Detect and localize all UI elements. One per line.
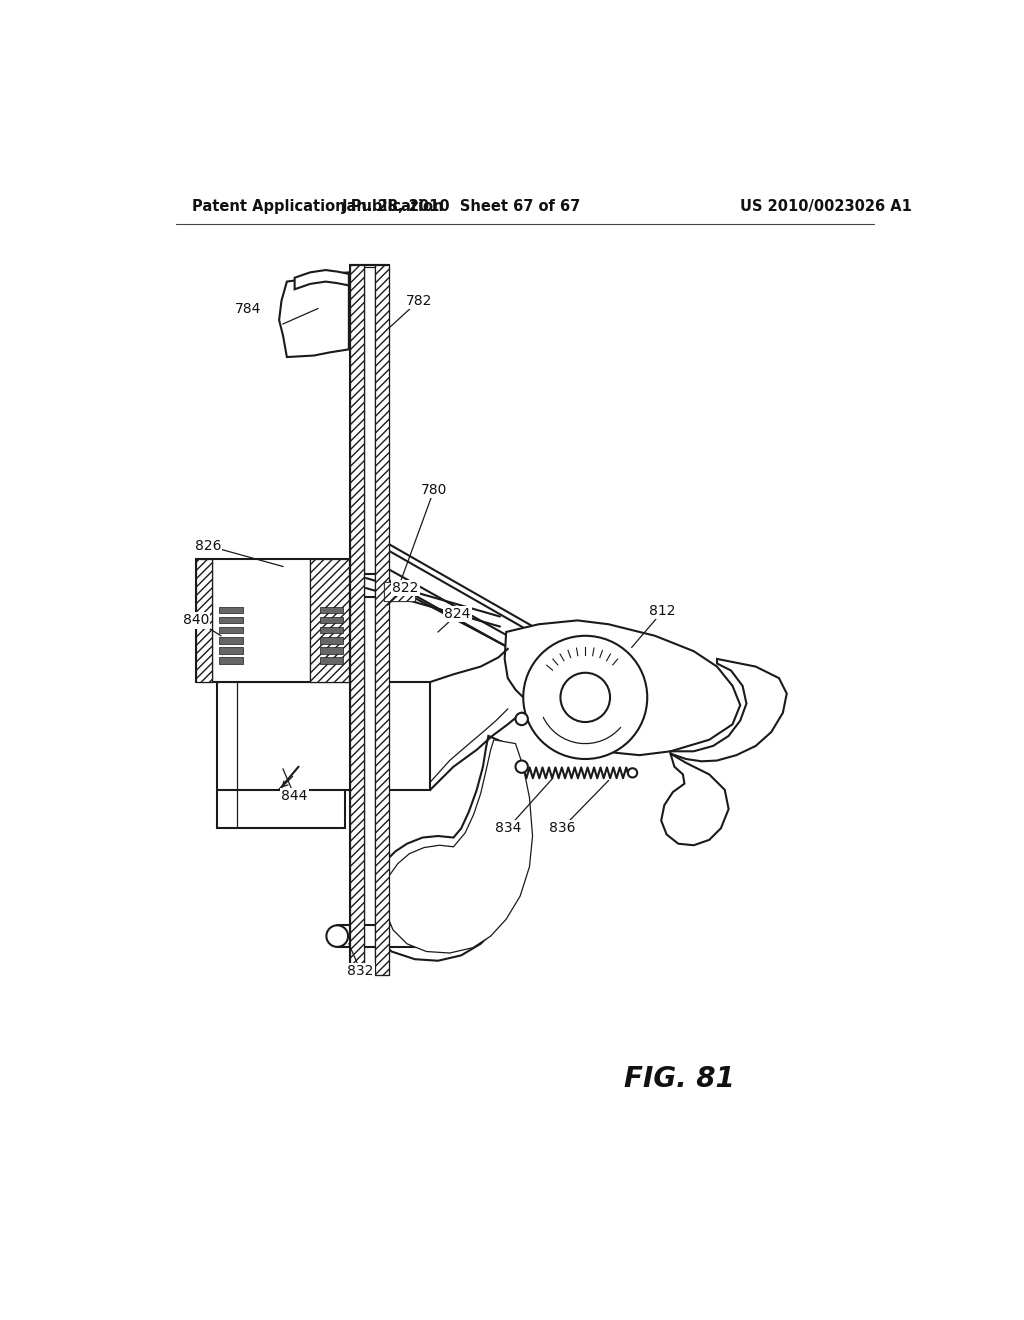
Text: 826: 826	[195, 539, 221, 553]
Circle shape	[515, 760, 528, 774]
Polygon shape	[384, 582, 415, 601]
Polygon shape	[280, 272, 349, 358]
Text: US 2010/0023026 A1: US 2010/0023026 A1	[740, 198, 912, 214]
Text: Jan. 28, 2010  Sheet 67 of 67: Jan. 28, 2010 Sheet 67 of 67	[342, 198, 581, 214]
Text: Patent Application Publication: Patent Application Publication	[191, 198, 443, 214]
Text: 836: 836	[549, 821, 575, 836]
Polygon shape	[219, 647, 243, 653]
Text: FIG. 81: FIG. 81	[624, 1064, 735, 1093]
Polygon shape	[662, 754, 729, 845]
Polygon shape	[350, 264, 365, 974]
Polygon shape	[295, 271, 349, 289]
Polygon shape	[384, 739, 532, 953]
Polygon shape	[384, 582, 415, 601]
Circle shape	[560, 673, 610, 722]
Polygon shape	[197, 558, 349, 682]
Polygon shape	[384, 566, 515, 651]
Polygon shape	[321, 656, 343, 664]
Text: 840: 840	[183, 614, 209, 627]
Text: 812: 812	[649, 605, 676, 618]
Text: 824: 824	[444, 607, 471, 622]
Polygon shape	[505, 620, 740, 755]
Polygon shape	[375, 264, 389, 974]
Polygon shape	[321, 616, 343, 623]
Polygon shape	[321, 607, 343, 614]
Circle shape	[523, 636, 647, 759]
Text: 780: 780	[421, 483, 447, 496]
Circle shape	[628, 768, 637, 777]
Circle shape	[515, 713, 528, 725]
Polygon shape	[219, 656, 243, 664]
Polygon shape	[197, 558, 212, 682]
Polygon shape	[321, 647, 343, 653]
Text: 784: 784	[234, 301, 261, 315]
Text: 822: 822	[392, 581, 419, 595]
Polygon shape	[321, 636, 343, 644]
Polygon shape	[310, 558, 349, 682]
Polygon shape	[321, 627, 343, 634]
Polygon shape	[219, 627, 243, 634]
Polygon shape	[367, 737, 527, 961]
Text: 834: 834	[495, 821, 521, 836]
Polygon shape	[217, 682, 430, 829]
Polygon shape	[219, 636, 243, 644]
Polygon shape	[671, 659, 786, 762]
Text: 832: 832	[347, 964, 374, 978]
Text: 844: 844	[282, 789, 308, 803]
Text: 782: 782	[406, 294, 432, 308]
Polygon shape	[219, 607, 243, 614]
Polygon shape	[350, 264, 389, 974]
Polygon shape	[219, 616, 243, 623]
